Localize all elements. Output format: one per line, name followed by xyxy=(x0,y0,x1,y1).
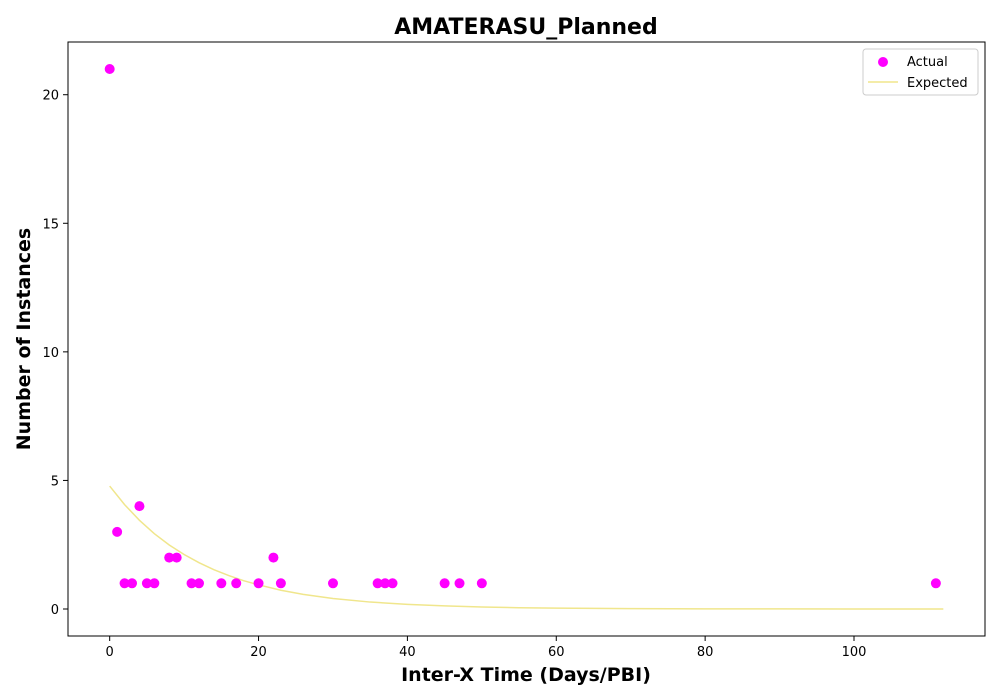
actual-data-point xyxy=(476,578,487,589)
y-tick-label: 15 xyxy=(42,217,59,232)
legend-actual-label: Actual xyxy=(907,55,948,70)
actual-data-point xyxy=(112,526,123,537)
actual-data-point xyxy=(186,578,197,589)
y-tick-label: 0 xyxy=(51,603,59,618)
y-tick-label: 20 xyxy=(42,89,59,104)
actual-data-point xyxy=(141,578,152,589)
actual-data-point xyxy=(104,64,115,74)
x-tick-label: 80 xyxy=(697,645,714,660)
plot-area xyxy=(104,64,944,610)
plot-frame xyxy=(67,41,986,637)
actual-data-point xyxy=(119,578,130,589)
actual-data-point xyxy=(439,578,450,589)
legend: Actual Expected xyxy=(862,48,979,96)
actual-data-point xyxy=(127,578,138,589)
x-tick-label: 20 xyxy=(250,645,267,660)
actual-data-point xyxy=(454,578,465,589)
actual-data-point xyxy=(231,578,242,589)
x-tick-label: 0 xyxy=(106,645,114,660)
actual-data-point xyxy=(253,578,264,589)
legend-expected-label: Expected xyxy=(907,76,968,91)
actual-data-point xyxy=(930,578,941,589)
actual-data-point xyxy=(380,578,391,589)
actual-data-point xyxy=(387,578,398,589)
x-axis: 0 20 40 60 80 100 xyxy=(106,636,867,660)
actual-data-point xyxy=(216,578,227,589)
legend-box xyxy=(862,48,979,96)
chart-title: AMATERASU_Planned xyxy=(394,15,657,40)
actual-data-point xyxy=(372,578,383,589)
actual-data-point xyxy=(194,578,204,589)
x-axis-label: Inter-X Time (Days/PBI) xyxy=(401,664,651,686)
y-tick-label: 10 xyxy=(42,346,59,361)
actual-data-point xyxy=(134,501,145,512)
x-tick-label: 40 xyxy=(399,645,416,660)
x-tick-label: 100 xyxy=(842,645,867,660)
legend-actual-marker xyxy=(878,57,888,67)
y-axis: 0 5 10 15 20 xyxy=(42,89,68,618)
actual-data-point xyxy=(275,578,286,589)
actual-data-point xyxy=(327,578,338,589)
y-tick-label: 5 xyxy=(51,474,59,489)
actual-data-point xyxy=(268,552,279,563)
actual-data-point xyxy=(171,552,182,563)
actual-data-point xyxy=(164,552,175,563)
actual-data-point xyxy=(149,578,160,589)
expected-series-line xyxy=(109,485,944,610)
x-tick-label: 60 xyxy=(548,645,565,660)
y-axis-label: Number of Instances xyxy=(13,228,35,450)
